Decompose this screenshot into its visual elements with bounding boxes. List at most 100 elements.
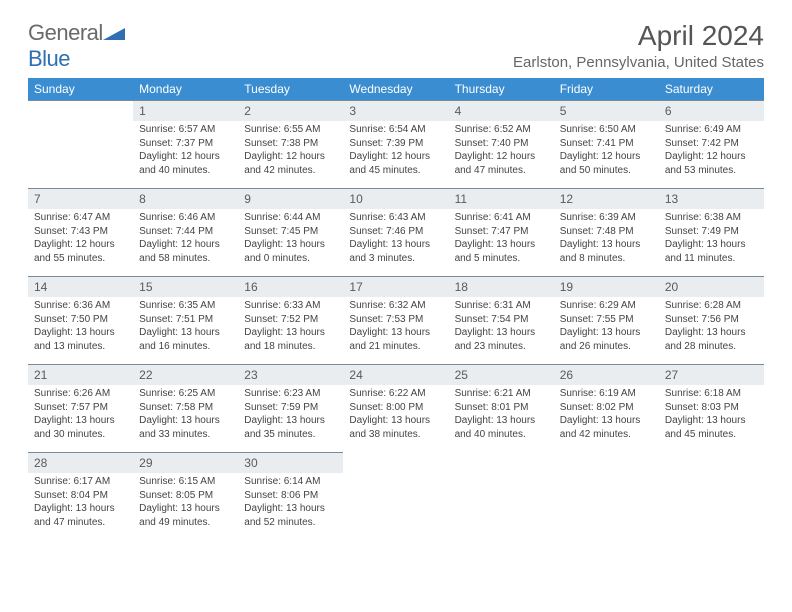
day-number: 26 (554, 364, 659, 385)
sunset-text: Sunset: 8:04 PM (34, 489, 127, 503)
sunrise-text: Sunrise: 6:33 AM (244, 299, 337, 313)
day-number: 16 (238, 276, 343, 297)
day-number: 14 (28, 276, 133, 297)
day-number: 20 (659, 276, 764, 297)
calendar-week: 28Sunrise: 6:17 AMSunset: 8:04 PMDayligh… (28, 452, 764, 540)
calendar-cell: 19Sunrise: 6:29 AMSunset: 7:55 PMDayligh… (554, 276, 659, 364)
day-details: Sunrise: 6:19 AMSunset: 8:02 PMDaylight:… (554, 385, 659, 445)
sunset-text: Sunset: 7:42 PM (665, 137, 758, 151)
calendar-cell (28, 100, 133, 188)
calendar-cell: 7Sunrise: 6:47 AMSunset: 7:43 PMDaylight… (28, 188, 133, 276)
daylight-text: Daylight: 13 hours and 33 minutes. (139, 414, 232, 441)
sunrise-text: Sunrise: 6:17 AM (34, 475, 127, 489)
day-number: 1 (133, 100, 238, 121)
daylight-text: Daylight: 13 hours and 26 minutes. (560, 326, 653, 353)
logo-triangle-icon (103, 24, 125, 40)
sunrise-text: Sunrise: 6:25 AM (139, 387, 232, 401)
sunrise-text: Sunrise: 6:18 AM (665, 387, 758, 401)
day-number: 2 (238, 100, 343, 121)
calendar-cell (449, 452, 554, 540)
daylight-text: Daylight: 13 hours and 8 minutes. (560, 238, 653, 265)
header: General Blue April 2024 Earlston, Pennsy… (28, 20, 764, 72)
sunset-text: Sunset: 7:50 PM (34, 313, 127, 327)
sunset-text: Sunset: 7:53 PM (349, 313, 442, 327)
calendar-cell: 6Sunrise: 6:49 AMSunset: 7:42 PMDaylight… (659, 100, 764, 188)
day-number: 11 (449, 188, 554, 209)
daylight-text: Daylight: 13 hours and 35 minutes. (244, 414, 337, 441)
day-details: Sunrise: 6:17 AMSunset: 8:04 PMDaylight:… (28, 473, 133, 533)
sunrise-text: Sunrise: 6:19 AM (560, 387, 653, 401)
sunset-text: Sunset: 7:43 PM (34, 225, 127, 239)
day-details: Sunrise: 6:55 AMSunset: 7:38 PMDaylight:… (238, 121, 343, 181)
calendar-cell: 26Sunrise: 6:19 AMSunset: 8:02 PMDayligh… (554, 364, 659, 452)
day-details: Sunrise: 6:31 AMSunset: 7:54 PMDaylight:… (449, 297, 554, 357)
calendar-cell (343, 452, 448, 540)
sunset-text: Sunset: 8:02 PM (560, 401, 653, 415)
daylight-text: Daylight: 13 hours and 45 minutes. (665, 414, 758, 441)
empty-day-bar (28, 100, 133, 118)
sunset-text: Sunset: 8:00 PM (349, 401, 442, 415)
day-details: Sunrise: 6:49 AMSunset: 7:42 PMDaylight:… (659, 121, 764, 181)
title-block: April 2024 Earlston, Pennsylvania, Unite… (513, 20, 764, 71)
daylight-text: Daylight: 13 hours and 30 minutes. (34, 414, 127, 441)
day-number: 18 (449, 276, 554, 297)
calendar-cell: 9Sunrise: 6:44 AMSunset: 7:45 PMDaylight… (238, 188, 343, 276)
day-number: 19 (554, 276, 659, 297)
day-header-row: SundayMondayTuesdayWednesdayThursdayFrid… (28, 78, 764, 100)
calendar-cell: 30Sunrise: 6:14 AMSunset: 8:06 PMDayligh… (238, 452, 343, 540)
day-header: Saturday (659, 78, 764, 100)
day-number: 6 (659, 100, 764, 121)
day-number: 23 (238, 364, 343, 385)
sunrise-text: Sunrise: 6:39 AM (560, 211, 653, 225)
calendar-cell: 14Sunrise: 6:36 AMSunset: 7:50 PMDayligh… (28, 276, 133, 364)
logo-word1: General (28, 20, 103, 45)
daylight-text: Daylight: 13 hours and 16 minutes. (139, 326, 232, 353)
sunrise-text: Sunrise: 6:15 AM (139, 475, 232, 489)
day-header: Monday (133, 78, 238, 100)
sunset-text: Sunset: 7:39 PM (349, 137, 442, 151)
daylight-text: Daylight: 12 hours and 55 minutes. (34, 238, 127, 265)
day-details: Sunrise: 6:21 AMSunset: 8:01 PMDaylight:… (449, 385, 554, 445)
day-number: 3 (343, 100, 448, 121)
day-number: 30 (238, 452, 343, 473)
calendar-week: 14Sunrise: 6:36 AMSunset: 7:50 PMDayligh… (28, 276, 764, 364)
daylight-text: Daylight: 12 hours and 50 minutes. (560, 150, 653, 177)
day-details: Sunrise: 6:35 AMSunset: 7:51 PMDaylight:… (133, 297, 238, 357)
day-details: Sunrise: 6:22 AMSunset: 8:00 PMDaylight:… (343, 385, 448, 445)
day-details: Sunrise: 6:39 AMSunset: 7:48 PMDaylight:… (554, 209, 659, 269)
sunrise-text: Sunrise: 6:47 AM (34, 211, 127, 225)
day-number: 25 (449, 364, 554, 385)
daylight-text: Daylight: 12 hours and 58 minutes. (139, 238, 232, 265)
daylight-text: Daylight: 12 hours and 53 minutes. (665, 150, 758, 177)
day-header: Tuesday (238, 78, 343, 100)
sunrise-text: Sunrise: 6:43 AM (349, 211, 442, 225)
day-number: 5 (554, 100, 659, 121)
sunset-text: Sunset: 7:58 PM (139, 401, 232, 415)
calendar-cell: 3Sunrise: 6:54 AMSunset: 7:39 PMDaylight… (343, 100, 448, 188)
day-number: 24 (343, 364, 448, 385)
calendar-cell: 13Sunrise: 6:38 AMSunset: 7:49 PMDayligh… (659, 188, 764, 276)
sunrise-text: Sunrise: 6:38 AM (665, 211, 758, 225)
daylight-text: Daylight: 13 hours and 18 minutes. (244, 326, 337, 353)
day-details: Sunrise: 6:36 AMSunset: 7:50 PMDaylight:… (28, 297, 133, 357)
calendar-cell: 23Sunrise: 6:23 AMSunset: 7:59 PMDayligh… (238, 364, 343, 452)
day-details: Sunrise: 6:50 AMSunset: 7:41 PMDaylight:… (554, 121, 659, 181)
day-header: Thursday (449, 78, 554, 100)
sunset-text: Sunset: 7:54 PM (455, 313, 548, 327)
day-header: Wednesday (343, 78, 448, 100)
sunrise-text: Sunrise: 6:31 AM (455, 299, 548, 313)
calendar-head: SundayMondayTuesdayWednesdayThursdayFrid… (28, 78, 764, 100)
calendar-week: 21Sunrise: 6:26 AMSunset: 7:57 PMDayligh… (28, 364, 764, 452)
sunset-text: Sunset: 7:57 PM (34, 401, 127, 415)
calendar-cell: 11Sunrise: 6:41 AMSunset: 7:47 PMDayligh… (449, 188, 554, 276)
sunrise-text: Sunrise: 6:57 AM (139, 123, 232, 137)
sunset-text: Sunset: 7:52 PM (244, 313, 337, 327)
logo: General Blue (28, 20, 125, 72)
daylight-text: Daylight: 13 hours and 5 minutes. (455, 238, 548, 265)
sunrise-text: Sunrise: 6:52 AM (455, 123, 548, 137)
day-details: Sunrise: 6:15 AMSunset: 8:05 PMDaylight:… (133, 473, 238, 533)
sunset-text: Sunset: 8:03 PM (665, 401, 758, 415)
sunrise-text: Sunrise: 6:41 AM (455, 211, 548, 225)
calendar-cell: 27Sunrise: 6:18 AMSunset: 8:03 PMDayligh… (659, 364, 764, 452)
day-details: Sunrise: 6:46 AMSunset: 7:44 PMDaylight:… (133, 209, 238, 269)
